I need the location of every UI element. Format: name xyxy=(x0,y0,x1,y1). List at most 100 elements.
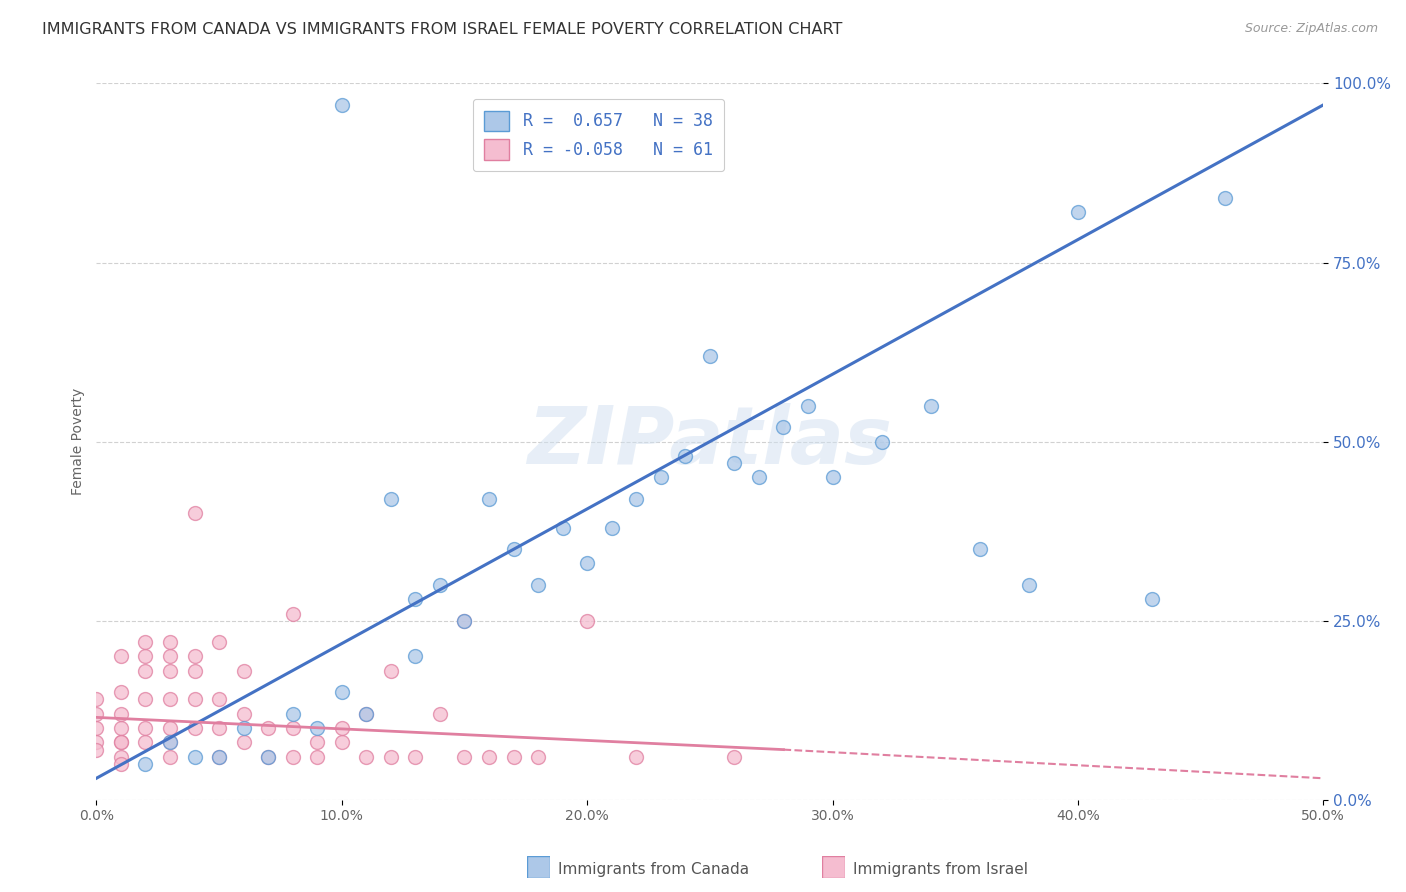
Y-axis label: Female Poverty: Female Poverty xyxy=(72,388,86,495)
Text: Source: ZipAtlas.com: Source: ZipAtlas.com xyxy=(1244,22,1378,36)
Point xyxy=(134,664,156,678)
Point xyxy=(551,520,574,534)
Point xyxy=(502,542,524,557)
Point xyxy=(86,735,108,749)
Point xyxy=(208,749,231,764)
Point xyxy=(159,635,181,649)
Point xyxy=(257,749,280,764)
Point xyxy=(281,749,304,764)
Point xyxy=(232,721,254,735)
Point xyxy=(86,706,108,721)
Point xyxy=(307,721,329,735)
Point xyxy=(281,706,304,721)
Point xyxy=(110,685,132,699)
Point xyxy=(183,649,205,664)
Point xyxy=(576,614,599,628)
Point xyxy=(86,721,108,735)
Point xyxy=(404,649,426,664)
Point xyxy=(330,721,353,735)
Point xyxy=(208,721,231,735)
Point xyxy=(159,692,181,706)
Point xyxy=(723,456,745,470)
Point xyxy=(356,706,378,721)
Point xyxy=(576,557,599,571)
Point xyxy=(307,735,329,749)
Point xyxy=(429,706,451,721)
Point xyxy=(600,520,623,534)
Point xyxy=(821,470,844,484)
Point xyxy=(281,721,304,735)
Text: Immigrants from Israel: Immigrants from Israel xyxy=(853,863,1028,877)
Point xyxy=(134,721,156,735)
Point xyxy=(650,470,672,484)
Point xyxy=(453,614,475,628)
Point xyxy=(257,721,280,735)
Point xyxy=(330,735,353,749)
Point xyxy=(453,614,475,628)
Point xyxy=(330,98,353,112)
Point xyxy=(159,749,181,764)
Point xyxy=(110,735,132,749)
Point xyxy=(134,756,156,771)
Point xyxy=(356,706,378,721)
Point xyxy=(624,491,647,506)
Point xyxy=(797,399,820,413)
Point xyxy=(183,721,205,735)
Point xyxy=(356,749,378,764)
Point xyxy=(257,749,280,764)
Point xyxy=(1018,578,1040,592)
Point xyxy=(307,749,329,764)
Point xyxy=(453,749,475,764)
Point xyxy=(110,649,132,664)
Text: Immigrants from Canada: Immigrants from Canada xyxy=(558,863,749,877)
Point xyxy=(110,735,132,749)
Point xyxy=(920,399,942,413)
Point xyxy=(208,749,231,764)
Point xyxy=(183,664,205,678)
Point xyxy=(110,749,132,764)
Point xyxy=(1067,205,1090,219)
Point xyxy=(404,592,426,607)
Point xyxy=(723,749,745,764)
Point xyxy=(159,664,181,678)
Point xyxy=(404,749,426,764)
Point xyxy=(183,506,205,520)
Point xyxy=(478,749,501,764)
Point xyxy=(232,706,254,721)
Point xyxy=(110,756,132,771)
Point xyxy=(699,349,721,363)
Point xyxy=(380,664,402,678)
Point xyxy=(1140,592,1163,607)
Point xyxy=(673,449,696,463)
Point xyxy=(86,742,108,756)
Point xyxy=(429,578,451,592)
Point xyxy=(208,692,231,706)
Legend: R =  0.657   N = 38, R = -0.058   N = 61: R = 0.657 N = 38, R = -0.058 N = 61 xyxy=(472,99,724,171)
Point xyxy=(134,635,156,649)
Point xyxy=(527,749,550,764)
Text: ZIPatlas: ZIPatlas xyxy=(527,402,893,481)
Point xyxy=(527,578,550,592)
Point xyxy=(281,607,304,621)
Point xyxy=(86,692,108,706)
Point xyxy=(134,735,156,749)
Point xyxy=(624,749,647,764)
Point xyxy=(110,721,132,735)
Point xyxy=(1213,191,1236,205)
Point xyxy=(748,470,770,484)
Point xyxy=(380,491,402,506)
Point xyxy=(969,542,991,557)
Point xyxy=(159,735,181,749)
Point xyxy=(134,692,156,706)
Point xyxy=(502,749,524,764)
Point xyxy=(208,635,231,649)
Point xyxy=(183,749,205,764)
Point xyxy=(110,706,132,721)
Point xyxy=(159,735,181,749)
Point xyxy=(380,749,402,764)
Point xyxy=(232,735,254,749)
Text: IMMIGRANTS FROM CANADA VS IMMIGRANTS FROM ISRAEL FEMALE POVERTY CORRELATION CHAR: IMMIGRANTS FROM CANADA VS IMMIGRANTS FRO… xyxy=(42,22,842,37)
Point xyxy=(159,721,181,735)
Point xyxy=(772,420,794,434)
Point xyxy=(330,685,353,699)
